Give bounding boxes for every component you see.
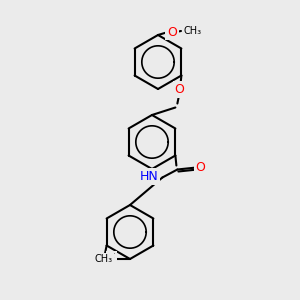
Text: CH₃: CH₃	[184, 26, 202, 36]
Text: O: O	[167, 26, 177, 38]
Text: HN: HN	[140, 170, 158, 183]
Text: O: O	[195, 161, 205, 174]
Text: F: F	[108, 253, 115, 266]
Text: CH₃: CH₃	[94, 254, 113, 265]
Text: O: O	[174, 83, 184, 96]
